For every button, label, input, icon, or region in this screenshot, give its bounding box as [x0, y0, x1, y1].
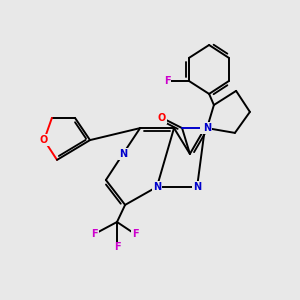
Text: F: F [164, 76, 170, 86]
Text: N: N [201, 123, 209, 133]
Text: N: N [153, 182, 161, 192]
Text: O: O [40, 135, 48, 145]
Text: O: O [158, 113, 166, 123]
Text: N: N [119, 149, 127, 159]
Text: N: N [193, 182, 201, 192]
Text: F: F [114, 242, 120, 253]
Text: F: F [132, 229, 138, 239]
Text: F: F [91, 229, 98, 239]
Text: N: N [203, 123, 211, 133]
